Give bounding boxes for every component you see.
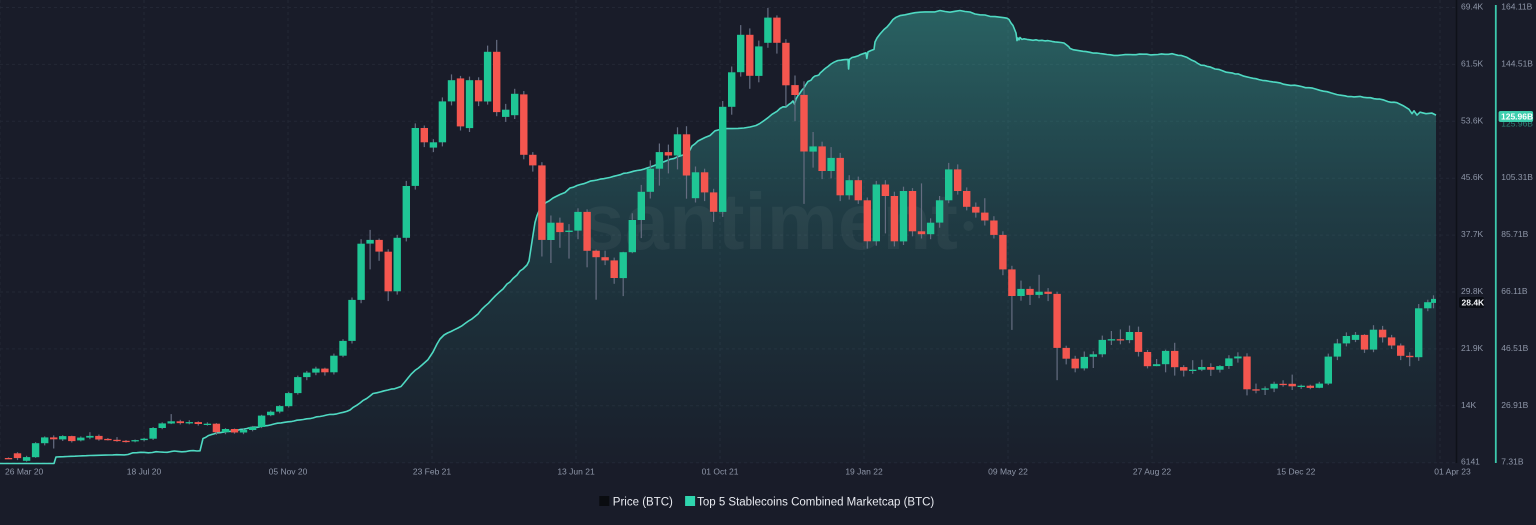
svg-text:125.96B: 125.96B <box>1501 112 1533 122</box>
svg-text:15 Dec 22: 15 Dec 22 <box>1277 467 1316 477</box>
svg-text:27 Aug 22: 27 Aug 22 <box>1133 467 1172 477</box>
svg-text:37.7K: 37.7K <box>1461 229 1484 239</box>
svg-text:85.71B: 85.71B <box>1501 229 1528 239</box>
svg-text:28.4K: 28.4K <box>1462 298 1486 308</box>
svg-text:125.96B: 125.96B <box>1501 119 1533 129</box>
svg-text:6141: 6141 <box>1461 457 1480 467</box>
svg-text:23 Feb 21: 23 Feb 21 <box>413 467 452 477</box>
svg-text:105.31B: 105.31B <box>1501 172 1533 182</box>
svg-text:05 Nov 20: 05 Nov 20 <box>269 467 308 477</box>
svg-text:19 Jan 22: 19 Jan 22 <box>845 467 883 477</box>
svg-text:66.11B: 66.11B <box>1501 286 1528 296</box>
svg-text:53.6K: 53.6K <box>1461 115 1484 125</box>
svg-text:144.51B: 144.51B <box>1501 58 1533 68</box>
svg-text:61.5K: 61.5K <box>1461 58 1484 68</box>
svg-text:7.31B: 7.31B <box>1501 457 1524 467</box>
svg-text:Top 5 Stablecoins Combined Mar: Top 5 Stablecoins Combined Marketcap (BT… <box>697 496 934 508</box>
svg-text:26.91B: 26.91B <box>1501 400 1528 410</box>
svg-text:69.4K: 69.4K <box>1461 2 1484 12</box>
svg-text:01 Apr 23: 01 Apr 23 <box>1434 467 1471 477</box>
svg-text:Price (BTC): Price (BTC) <box>613 496 673 508</box>
svg-text:45.6K: 45.6K <box>1461 172 1484 182</box>
svg-text:18 Jul 20: 18 Jul 20 <box>127 467 162 477</box>
svg-text:09 May 22: 09 May 22 <box>988 467 1028 477</box>
svg-text:29.8K: 29.8K <box>1461 286 1484 296</box>
svg-text:14K: 14K <box>1461 400 1476 410</box>
svg-text:164.11B: 164.11B <box>1501 2 1532 12</box>
svg-text:13 Jun 21: 13 Jun 21 <box>557 467 595 477</box>
svg-text:01 Oct 21: 01 Oct 21 <box>702 467 739 477</box>
svg-text:26 Mar 20: 26 Mar 20 <box>5 467 44 477</box>
svg-text:21.9K: 21.9K <box>1461 343 1484 353</box>
svg-text:46.51B: 46.51B <box>1501 343 1528 353</box>
